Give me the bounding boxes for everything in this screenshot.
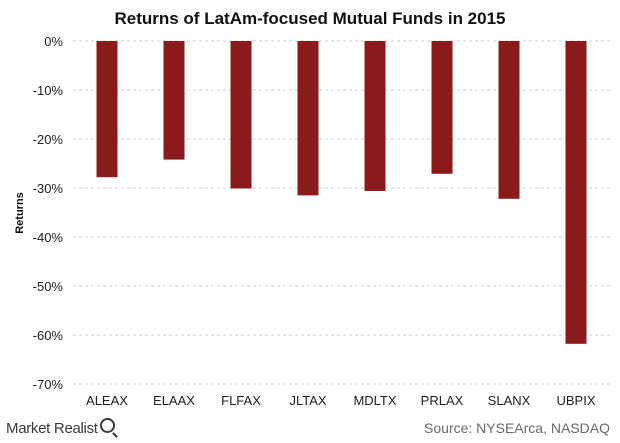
y-tick-label: -60% [33, 328, 64, 343]
bar-jltax [297, 41, 319, 196]
x-category-label: MDLTX [353, 393, 396, 408]
y-tick-label: -70% [33, 377, 64, 392]
chart-title: Returns of LatAm-focused Mutual Funds in… [114, 9, 505, 28]
y-tick-label: -30% [33, 181, 64, 196]
x-category-label: SLANX [488, 393, 531, 408]
bar-slanx [498, 41, 520, 199]
bar-aleax [96, 41, 118, 178]
bar-mdltx [364, 41, 386, 191]
y-tick-label: -40% [33, 230, 64, 245]
source-note: Source: NYSEArca, NASDAQ [424, 420, 610, 436]
y-axis-label: Returns [14, 192, 26, 234]
bars [96, 41, 587, 344]
bar-ubpix [565, 41, 587, 344]
y-tick-label: 0% [44, 34, 63, 49]
y-axis-ticks: 0% -10% -20% -30% -40% -50% -60% -70% [33, 34, 64, 392]
y-tick-label: -10% [33, 83, 64, 98]
bar-elaax [163, 41, 185, 160]
bar-prlax [431, 41, 453, 174]
x-category-label: JLTAX [289, 393, 326, 408]
y-tick-label: -50% [33, 279, 64, 294]
gridlines [73, 40, 610, 385]
x-category-label: UBPIX [556, 393, 595, 408]
bar-flfax [230, 41, 252, 189]
magnifier-icon [99, 418, 115, 433]
x-axis-categories: ALEAX ELAAX FLFAX JLTAX MDLTX PRLAX SLANX UBPIX [86, 393, 596, 408]
x-category-label: PRLAX [421, 393, 464, 408]
x-category-label: ALEAX [86, 393, 128, 408]
y-tick-label: -20% [33, 132, 64, 147]
brand-name: Market Realist [6, 420, 98, 437]
brand-logo: Market Realist [6, 418, 115, 437]
x-category-label: ELAAX [153, 393, 195, 408]
x-category-label: FLFAX [221, 393, 261, 408]
